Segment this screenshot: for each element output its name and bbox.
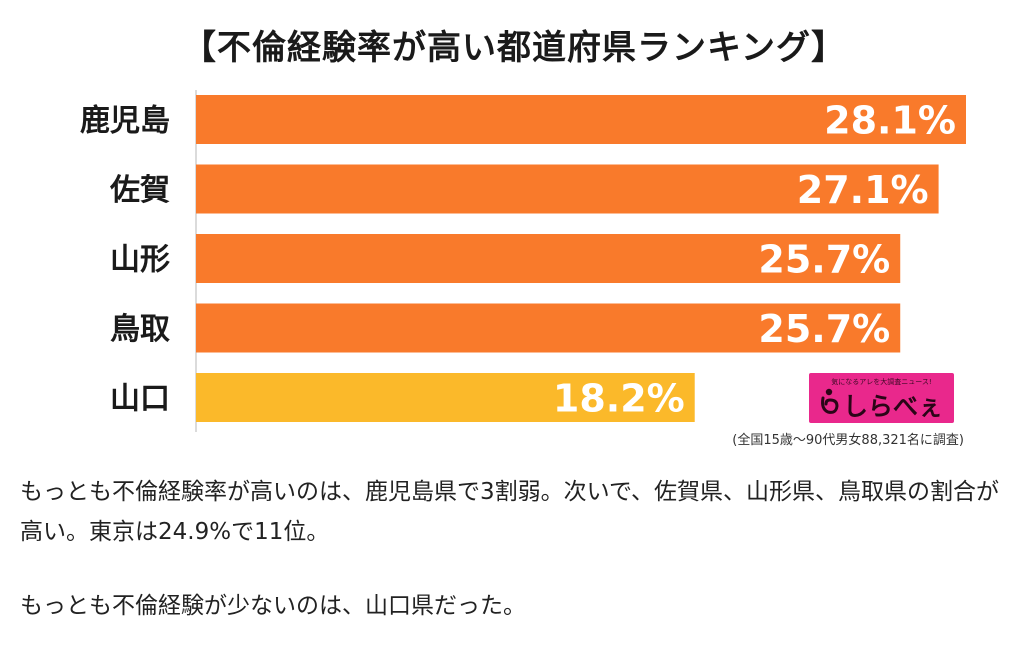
- logo-name: しらべぇ: [843, 392, 944, 421]
- category-label-4: 山口: [110, 382, 170, 417]
- value-label-4: 18.2%: [553, 377, 685, 421]
- article-paragraph-1: もっとも不倫経験率が高いのは、鹿児島県で3割弱。次いで、佐賀県、山形県、鳥取県の…: [20, 479, 1000, 545]
- bar-4: [196, 373, 695, 422]
- chart-title: 【不倫経験率が高い都道府県ランキング】: [182, 28, 846, 68]
- survey-source-note: (全国15歳〜90代男女88,321名に調査): [732, 433, 964, 448]
- bar-2: [196, 234, 901, 283]
- category-label-3: 鳥取: [110, 312, 170, 347]
- value-label-3: 25.7%: [758, 307, 890, 351]
- bar-1: [196, 164, 939, 214]
- value-label-1: 27.1%: [797, 168, 929, 212]
- magnifier-person-icon: [821, 388, 839, 414]
- category-label-0: 鹿児島: [80, 104, 170, 139]
- logo-tagline: 気になるアレを大調査ニュース!: [831, 378, 932, 386]
- bar-3: [196, 303, 901, 353]
- value-label-0: 28.1%: [824, 99, 956, 143]
- category-label-2: 山形: [110, 243, 170, 278]
- category-label-1: 佐賀: [109, 173, 170, 208]
- shirabee-logo: 気になるアレを大調査ニュース! しらべぇ: [809, 373, 954, 423]
- bar-0: [196, 95, 966, 144]
- article-paragraph-2: もっとも不倫経験が少ないのは、山口県だった。: [20, 593, 526, 619]
- value-label-2: 25.7%: [758, 238, 890, 282]
